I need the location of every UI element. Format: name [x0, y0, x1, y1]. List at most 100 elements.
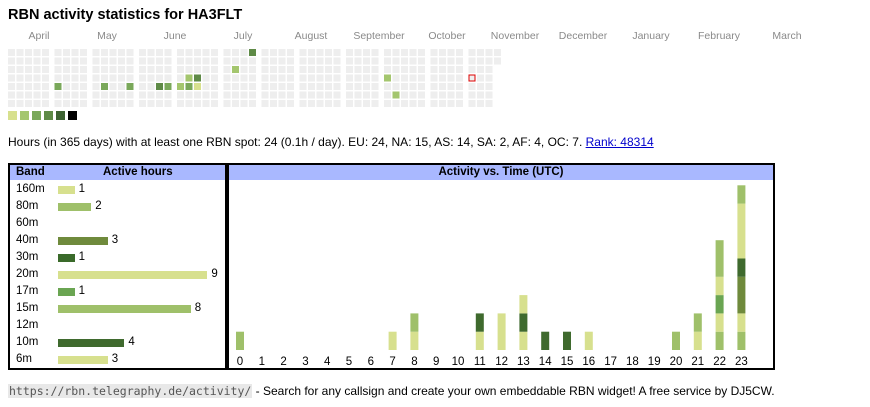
- calendar-day-cell[interactable]: [92, 91, 100, 99]
- calendar-day-cell[interactable]: [325, 57, 332, 65]
- calendar-day-cell[interactable]: [447, 100, 455, 107]
- calendar-day-cell[interactable]: [194, 100, 201, 107]
- calendar-day-cell[interactable]: [384, 100, 391, 107]
- calendar-day-cell[interactable]: [418, 66, 425, 73]
- calendar-day-cell[interactable]: [261, 66, 269, 73]
- calendar-day-cell[interactable]: [202, 91, 210, 99]
- calendar-day-cell[interactable]: [223, 100, 231, 107]
- calendar-day-cell[interactable]: [156, 100, 163, 107]
- calendar-day-cell[interactable]: [8, 74, 15, 82]
- calendar-day-cell[interactable]: [409, 83, 417, 90]
- calendar-day-cell[interactable]: [139, 91, 146, 99]
- calendar-day-cell[interactable]: [185, 91, 193, 99]
- calendar-day-cell[interactable]: [25, 66, 32, 73]
- calendar-day-cell[interactable]: [164, 83, 172, 90]
- calendar-day-cell[interactable]: [249, 83, 256, 90]
- calendar-day-cell[interactable]: [477, 49, 484, 56]
- calendar-day-cell[interactable]: [308, 74, 315, 82]
- calendar-day-cell[interactable]: [392, 57, 400, 65]
- calendar-day-cell[interactable]: [185, 100, 193, 107]
- calendar-day-cell[interactable]: [63, 57, 70, 65]
- calendar-day-cell[interactable]: [287, 57, 294, 65]
- calendar-day-cell[interactable]: [156, 74, 163, 82]
- calendar-day-cell[interactable]: [468, 74, 476, 82]
- calendar-day-cell[interactable]: [223, 83, 231, 90]
- calendar-day-cell[interactable]: [456, 100, 463, 107]
- calendar-day-cell[interactable]: [232, 74, 239, 82]
- calendar-day-cell[interactable]: [308, 91, 315, 99]
- calendar-day-cell[interactable]: [439, 100, 446, 107]
- calendar-day-cell[interactable]: [54, 57, 62, 65]
- calendar-day-cell[interactable]: [409, 91, 417, 99]
- calendar-day-cell[interactable]: [202, 74, 210, 82]
- calendar-day-cell[interactable]: [80, 100, 87, 107]
- calendar-day-cell[interactable]: [211, 100, 218, 107]
- calendar-day-cell[interactable]: [401, 74, 408, 82]
- calendar-day-cell[interactable]: [325, 83, 332, 90]
- calendar-day-cell[interactable]: [33, 74, 41, 82]
- calendar-day-cell[interactable]: [249, 91, 256, 99]
- calendar-day-cell[interactable]: [409, 49, 417, 56]
- calendar-day-cell[interactable]: [240, 100, 248, 107]
- calendar-day-cell[interactable]: [80, 57, 87, 65]
- calendar-day-cell[interactable]: [278, 74, 286, 82]
- calendar-day-cell[interactable]: [371, 66, 379, 73]
- calendar-day-cell[interactable]: [494, 57, 501, 65]
- calendar-day-cell[interactable]: [118, 66, 125, 73]
- calendar-day-cell[interactable]: [278, 57, 286, 65]
- calendar-day-cell[interactable]: [109, 74, 117, 82]
- calendar-day-cell[interactable]: [223, 66, 231, 73]
- calendar-day-cell[interactable]: [80, 66, 87, 73]
- calendar-day-cell[interactable]: [278, 66, 286, 73]
- calendar-day-cell[interactable]: [447, 83, 455, 90]
- calendar-day-cell[interactable]: [325, 74, 332, 82]
- calendar-day-cell[interactable]: [63, 83, 70, 90]
- calendar-day-cell[interactable]: [456, 74, 463, 82]
- calendar-day-cell[interactable]: [430, 91, 438, 99]
- calendar-day-cell[interactable]: [232, 66, 239, 73]
- calendar-day-cell[interactable]: [16, 83, 24, 90]
- calendar-day-cell[interactable]: [456, 83, 463, 90]
- calendar-day-cell[interactable]: [25, 91, 32, 99]
- calendar-day-cell[interactable]: [118, 83, 125, 90]
- calendar-day-cell[interactable]: [346, 83, 353, 90]
- calendar-day-cell[interactable]: [384, 83, 391, 90]
- calendar-day-cell[interactable]: [92, 66, 100, 73]
- calendar-day-cell[interactable]: [42, 91, 49, 99]
- calendar-day-cell[interactable]: [308, 49, 315, 56]
- calendar-day-cell[interactable]: [177, 74, 184, 82]
- calendar-day-cell[interactable]: [63, 91, 70, 99]
- calendar-day-cell[interactable]: [211, 91, 218, 99]
- calendar-day-cell[interactable]: [333, 66, 341, 73]
- calendar-day-cell[interactable]: [164, 66, 172, 73]
- calendar-day-cell[interactable]: [354, 100, 362, 107]
- calendar-day-cell[interactable]: [118, 49, 125, 56]
- calendar-day-cell[interactable]: [54, 91, 62, 99]
- calendar-day-cell[interactable]: [384, 49, 391, 56]
- calendar-day-cell[interactable]: [8, 83, 15, 90]
- calendar-day-cell[interactable]: [468, 91, 476, 99]
- calendar-day-cell[interactable]: [485, 91, 493, 99]
- calendar-day-cell[interactable]: [278, 100, 286, 107]
- calendar-day-cell[interactable]: [384, 57, 391, 65]
- calendar-day-cell[interactable]: [363, 74, 370, 82]
- calendar-day-cell[interactable]: [384, 74, 391, 82]
- calendar-day-cell[interactable]: [147, 91, 155, 99]
- calendar-day-cell[interactable]: [333, 91, 341, 99]
- calendar-day-cell[interactable]: [63, 74, 70, 82]
- calendar-day-cell[interactable]: [308, 83, 315, 90]
- calendar-day-cell[interactable]: [101, 91, 108, 99]
- calendar-day-cell[interactable]: [261, 49, 269, 56]
- calendar-day-cell[interactable]: [126, 100, 134, 107]
- calendar-day-cell[interactable]: [287, 100, 294, 107]
- calendar-day-cell[interactable]: [477, 57, 484, 65]
- calendar-day-cell[interactable]: [139, 74, 146, 82]
- calendar-day-cell[interactable]: [185, 74, 193, 82]
- calendar-day-cell[interactable]: [92, 49, 100, 56]
- calendar-day-cell[interactable]: [139, 57, 146, 65]
- calendar-day-cell[interactable]: [261, 57, 269, 65]
- calendar-day-cell[interactable]: [223, 57, 231, 65]
- calendar-day-cell[interactable]: [363, 91, 370, 99]
- calendar-day-cell[interactable]: [194, 91, 201, 99]
- calendar-day-cell[interactable]: [477, 66, 484, 73]
